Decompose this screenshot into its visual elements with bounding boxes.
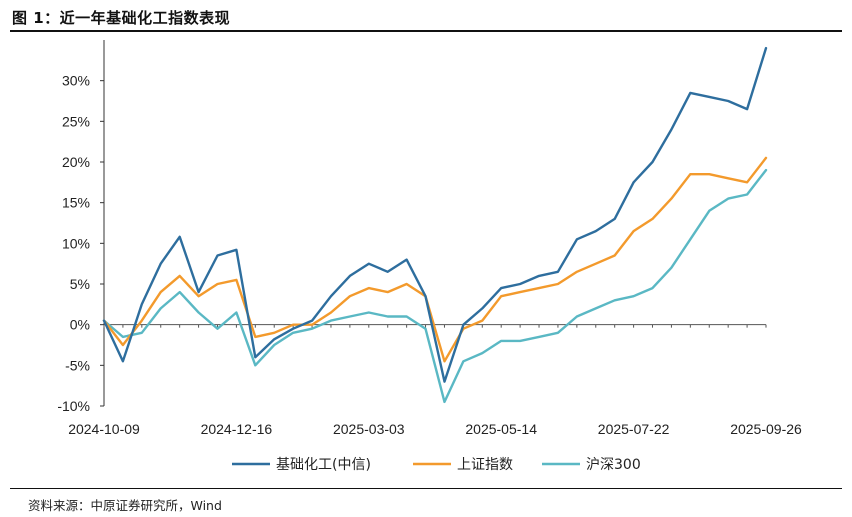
legend-label: 上证指数 <box>457 457 513 473</box>
series-line-1 <box>102 156 768 363</box>
line-chart: -10% -5% 0% 5% 10% 15% 20% 25% 30% 2024-10-09 202… <box>57 40 802 473</box>
series-line-0 <box>102 46 768 383</box>
source-divider <box>10 488 842 490</box>
x-tick-label: 2025-07-22 <box>598 421 670 437</box>
series-line-2 <box>102 168 768 404</box>
figure-title: 图 1：近一年基础化工指数表现 <box>12 9 231 27</box>
x-tick-label: 2024-10-09 <box>68 421 140 437</box>
legend-label: 沪深300 <box>586 457 641 473</box>
legend: 基础化工(中信) 上证指数 沪深300 <box>232 456 641 473</box>
y-tick-label: -10% <box>57 398 90 414</box>
y-tick-label: 5% <box>70 276 90 292</box>
x-tick-label: 2024-12-16 <box>201 421 273 437</box>
legend-label: 基础化工(中信) <box>276 456 371 473</box>
y-tick-label: 20% <box>62 154 90 170</box>
y-tick-label: 15% <box>62 195 90 211</box>
y-tick-label: 30% <box>62 73 90 89</box>
y-tick-label: 25% <box>62 113 90 129</box>
source-note: 资料来源：中原证券研究所，Wind <box>28 498 222 513</box>
x-tick-label: 2025-05-14 <box>465 421 537 437</box>
title-bar: 图 1：近一年基础化工指数表现 <box>10 4 842 32</box>
y-tick-label: 10% <box>62 235 90 251</box>
x-tick-label: 2025-03-03 <box>333 421 405 437</box>
y-axis: -10% -5% 0% 5% 10% 15% 20% 25% 30% <box>57 40 105 414</box>
series-layer <box>102 46 768 404</box>
y-tick-label: -5% <box>65 357 90 373</box>
x-tick-label: 2025-09-26 <box>730 421 802 437</box>
y-tick-label: 0% <box>70 317 90 333</box>
